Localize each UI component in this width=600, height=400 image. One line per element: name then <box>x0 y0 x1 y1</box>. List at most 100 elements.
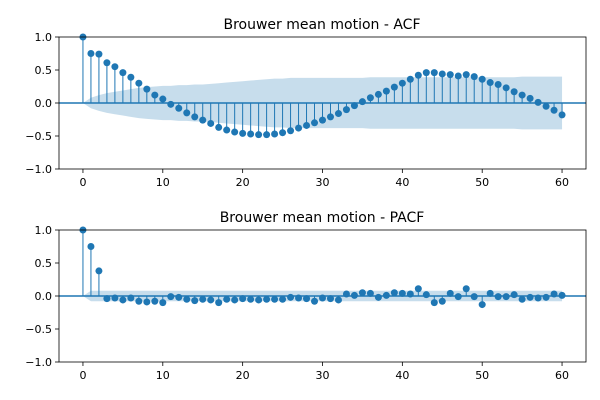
acf-x-tick-label: 50 <box>475 176 489 189</box>
acf-point <box>231 128 239 136</box>
acf-point <box>334 110 342 118</box>
pacf-point <box>486 289 494 297</box>
pacf-point <box>207 296 215 304</box>
acf-point <box>438 70 446 78</box>
pacf-point <box>494 293 502 301</box>
acf-point <box>247 130 255 138</box>
acf-point <box>183 109 191 117</box>
acf-point <box>382 87 390 95</box>
acf-point <box>414 71 422 79</box>
acf-point <box>271 130 279 138</box>
pacf-point <box>183 295 191 303</box>
acf-point <box>526 94 534 102</box>
pacf-point <box>295 294 303 302</box>
pacf-point <box>223 295 231 303</box>
acf-point <box>199 116 207 124</box>
pacf-point <box>167 293 175 301</box>
acf-panel: Brouwer mean motion - ACF 0 10 20 30 40 50 60 −… <box>25 17 587 189</box>
pacf-point <box>526 293 534 301</box>
acf-point <box>374 90 382 98</box>
acf-point <box>239 129 247 137</box>
acf-y-tick-label: 0.0 <box>35 97 53 110</box>
pacf-point <box>454 293 462 301</box>
acf-point <box>223 126 231 134</box>
acf-point <box>167 100 175 108</box>
acf-point <box>518 91 526 99</box>
acf-title: Brouwer mean motion - ACF <box>223 17 420 33</box>
pacf-panel: Brouwer mean motion - PACF 0 10 20 30 40 50 60… <box>25 210 587 382</box>
pacf-point <box>111 294 119 302</box>
acf-point <box>143 85 151 93</box>
pacf-point <box>87 243 95 250</box>
acf-point <box>287 127 295 135</box>
pacf-point <box>470 293 478 301</box>
acf-point <box>350 102 358 110</box>
acf-point <box>326 113 334 121</box>
acf-point <box>191 113 199 121</box>
pacf-point <box>478 301 486 309</box>
acf-point <box>342 106 350 114</box>
pacf-point <box>382 291 390 299</box>
acf-point <box>215 123 223 131</box>
pacf-point <box>151 297 159 305</box>
pacf-point <box>446 289 454 297</box>
pacf-point <box>518 295 526 303</box>
acf-point <box>135 79 143 87</box>
pacf-point <box>430 299 438 307</box>
acf-point <box>462 71 470 79</box>
acf-point <box>398 79 406 87</box>
acf-x-tick-label: 0 <box>79 176 86 189</box>
pacf-point <box>271 295 279 303</box>
acf-point <box>446 71 454 79</box>
pacf-point <box>502 293 510 301</box>
pacf-x-tick-label: 0 <box>79 369 86 382</box>
pacf-x-tick-label: 30 <box>316 369 330 382</box>
pacf-point <box>366 289 374 297</box>
pacf-point <box>422 291 430 299</box>
acf-point <box>534 98 542 106</box>
pacf-point <box>135 297 143 305</box>
pacf-point <box>510 291 518 299</box>
acf-point <box>319 116 326 124</box>
acf-point <box>502 84 510 92</box>
pacf-point <box>438 297 446 305</box>
pacf-x-tick-label: 40 <box>395 369 409 382</box>
pacf-y-tick-label: 0.0 <box>35 290 53 303</box>
acf-point <box>550 106 558 114</box>
pacf-point <box>103 295 111 303</box>
pacf-point <box>350 291 358 299</box>
pacf-point <box>558 291 566 299</box>
pacf-point <box>334 296 342 304</box>
acf-point <box>303 121 311 129</box>
acf-point <box>311 119 319 127</box>
pacf-point <box>287 293 295 301</box>
acf-x-tick-label: 10 <box>156 176 170 189</box>
acf-point <box>151 91 159 99</box>
acf-point <box>103 59 111 67</box>
pacf-point <box>319 294 326 302</box>
acf-x-tick-label: 60 <box>555 176 569 189</box>
acf-point <box>454 72 462 80</box>
pacf-point <box>311 297 319 305</box>
pacf-point <box>231 296 239 304</box>
pacf-point <box>127 294 135 302</box>
acf-point <box>358 98 366 106</box>
pacf-x-tick-label: 20 <box>236 369 250 382</box>
pacf-x-tick-label: 10 <box>156 369 170 382</box>
pacf-point <box>143 298 151 306</box>
pacf-point <box>159 299 167 307</box>
pacf-point <box>374 293 382 301</box>
acf-point <box>366 94 374 102</box>
pacf-point <box>215 299 223 307</box>
acf-point <box>486 79 494 87</box>
pacf-point <box>342 290 350 298</box>
pacf-point <box>239 295 247 303</box>
acf-point <box>95 50 103 58</box>
pacf-point <box>326 295 334 303</box>
pacf-y-tick-label: 0.5 <box>35 257 53 270</box>
acf-point <box>175 104 183 112</box>
pacf-point <box>303 295 311 303</box>
pacf-point <box>414 285 422 293</box>
pacf-point <box>199 295 207 303</box>
